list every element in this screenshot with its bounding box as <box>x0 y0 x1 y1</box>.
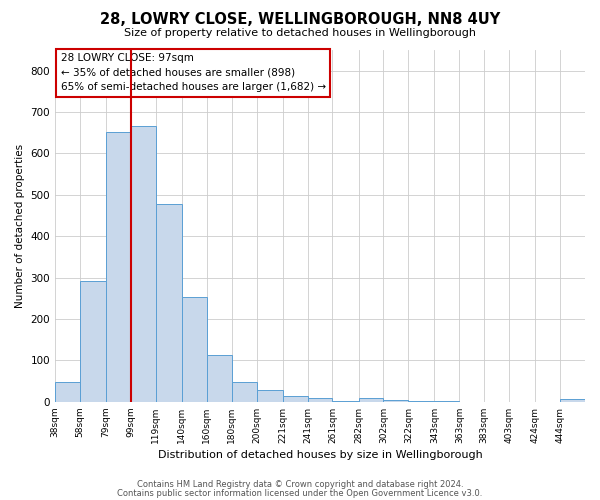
Bar <box>434 401 460 402</box>
Text: Contains HM Land Registry data © Crown copyright and database right 2024.: Contains HM Land Registry data © Crown c… <box>137 480 463 489</box>
Text: 28 LOWRY CLOSE: 97sqm
← 35% of detached houses are smaller (898)
65% of semi-det: 28 LOWRY CLOSE: 97sqm ← 35% of detached … <box>61 53 326 92</box>
Bar <box>182 297 207 402</box>
Bar <box>359 398 383 402</box>
Y-axis label: Number of detached properties: Number of detached properties <box>15 144 25 308</box>
Bar <box>383 400 409 402</box>
Bar <box>332 400 359 402</box>
Text: Contains public sector information licensed under the Open Government Licence v3: Contains public sector information licen… <box>118 488 482 498</box>
X-axis label: Distribution of detached houses by size in Wellingborough: Distribution of detached houses by size … <box>158 450 482 460</box>
Bar <box>131 126 156 402</box>
Bar <box>409 400 434 402</box>
Bar <box>55 382 80 402</box>
Bar <box>207 355 232 402</box>
Text: Size of property relative to detached houses in Wellingborough: Size of property relative to detached ho… <box>124 28 476 38</box>
Bar <box>257 390 283 402</box>
Bar <box>283 396 308 402</box>
Bar <box>308 398 332 402</box>
Bar <box>560 399 585 402</box>
Bar <box>156 204 182 402</box>
Text: 28, LOWRY CLOSE, WELLINGBOROUGH, NN8 4UY: 28, LOWRY CLOSE, WELLINGBOROUGH, NN8 4UY <box>100 12 500 28</box>
Bar <box>232 382 257 402</box>
Bar <box>80 280 106 402</box>
Bar <box>106 132 131 402</box>
